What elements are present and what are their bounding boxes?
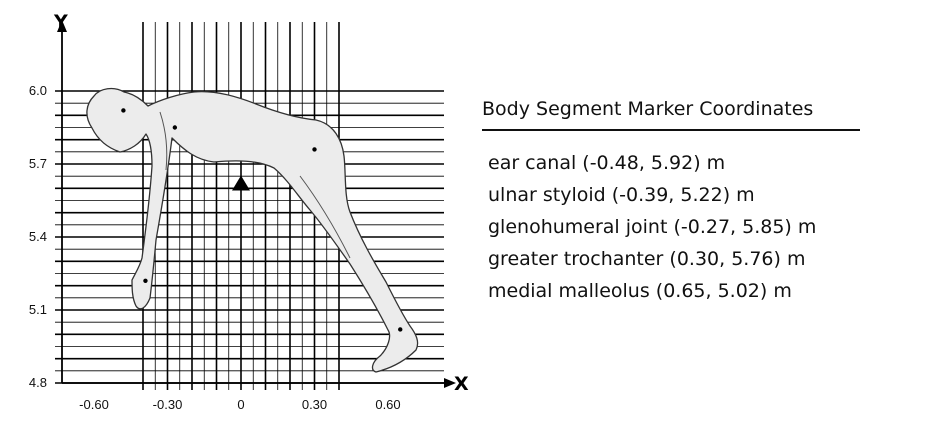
y-axis-letter: Y — [53, 11, 68, 33]
markers — [121, 108, 403, 332]
marker-ulnar-styloid — [143, 278, 148, 283]
x-tick-label: 0.60 — [375, 397, 400, 412]
y-tick-label: 4.8 — [29, 375, 47, 390]
legend: Body Segment Marker Coordinates ear cana… — [482, 98, 862, 307]
axes: -0.60 -0.30 0 0.30 0.60 6.0 5.7 5.4 5.1 4.8 — [29, 20, 456, 412]
legend-item-greater-trochanter: greater trochanter (0.30, 5.76) m — [488, 248, 806, 270]
coordinate-figure: -0.60 -0.30 0 0.30 0.60 6.0 5.7 5.4 5.1 4.8 X Y — [29, 11, 469, 412]
y-tick-label: 5.7 — [29, 156, 47, 171]
body-silhouette — [86, 87, 419, 373]
legend-item-ear-canal: ear canal (-0.48, 5.92) m — [488, 152, 726, 174]
x-axis-arrowhead — [444, 378, 456, 388]
x-axis-letter: X — [454, 373, 469, 395]
y-axis-arrowhead — [57, 20, 67, 32]
grid — [55, 22, 444, 390]
x-tick-label: -0.30 — [153, 397, 183, 412]
y-tick-label: 5.1 — [29, 302, 47, 317]
legend-item-ulnar-styloid: ulnar styloid (-0.39, 5.22) m — [488, 184, 755, 206]
marker-medial-malleolus — [398, 327, 403, 332]
x-tick-label: 0.30 — [302, 397, 327, 412]
legend-list: ear canal (-0.48, 5.92) m ulnar styloid … — [488, 147, 862, 307]
x-tick-label: 0 — [237, 397, 244, 412]
arm-outline — [159, 111, 168, 171]
leg-outline — [299, 175, 351, 259]
reference-triangle-marker — [232, 175, 250, 191]
marker-ear-canal — [121, 108, 126, 113]
y-tick-label: 5.4 — [29, 229, 47, 244]
legend-title: Body Segment Marker Coordinates — [482, 98, 860, 131]
x-tick-label: -0.60 — [79, 397, 109, 412]
y-tick-label: 6.0 — [29, 83, 47, 98]
marker-greater-trochanter — [312, 147, 317, 152]
legend-item-glenohumeral-joint: glenohumeral joint (-0.27, 5.85) m — [488, 216, 817, 238]
marker-glenohumeral-joint — [172, 125, 178, 130]
legend-item-medial-malleolus: medial malleolus (0.65, 5.02) m — [488, 280, 792, 302]
